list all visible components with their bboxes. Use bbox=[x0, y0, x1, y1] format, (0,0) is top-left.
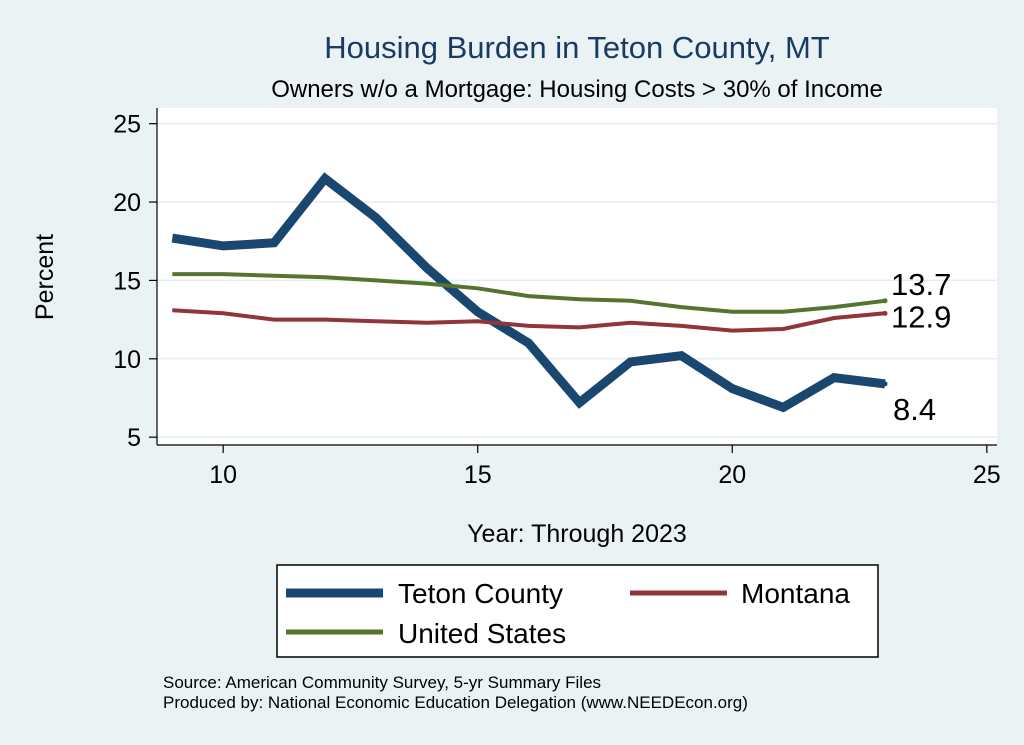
end-marker-montana bbox=[882, 310, 888, 316]
end-label-united-states: 13.7 bbox=[891, 267, 951, 302]
end-labels: 8.4 12.913.7 bbox=[891, 267, 951, 427]
chart-subtitle: Owners w/o a Mortgage: Housing Costs > 3… bbox=[271, 76, 883, 103]
y-axis-label: Percent bbox=[31, 234, 59, 320]
gridlines bbox=[157, 122, 997, 438]
legend: Teton County Montana United States bbox=[276, 564, 879, 658]
y-tick-label-5: 5 bbox=[127, 424, 141, 452]
legend-label-montana: Montana bbox=[741, 578, 850, 609]
series-line-montana bbox=[172, 308, 886, 333]
series-line-teton-county bbox=[171, 172, 886, 413]
x-tick-label-25: 25 bbox=[973, 461, 1001, 489]
y-tick-label-25: 25 bbox=[113, 111, 141, 139]
legend-label-united-states: United States bbox=[398, 618, 566, 649]
series-line-united-states bbox=[172, 272, 886, 314]
end-label-montana: 12.9 bbox=[891, 299, 951, 334]
y-tick-label-20: 20 bbox=[113, 189, 141, 217]
y-tick-label-10: 10 bbox=[113, 346, 141, 374]
end-marker-united-states bbox=[882, 298, 888, 304]
x-axis-label: Year: Through 2023 bbox=[467, 520, 687, 548]
axes bbox=[156, 108, 997, 446]
x-axis-ticks: 10 15 20 25 bbox=[209, 445, 1001, 489]
x-tick-label-15: 15 bbox=[464, 461, 492, 489]
end-marker-teton-county bbox=[882, 381, 888, 387]
chart-title: Housing Burden in Teton County, MT bbox=[324, 30, 830, 65]
y-axis-ticks: 5 10 15 20 25 bbox=[113, 111, 157, 452]
x-tick-label-10: 10 bbox=[209, 461, 237, 489]
source-line: Source: American Community Survey, 5-yr … bbox=[163, 673, 601, 692]
legend-label-teton-county: Teton County bbox=[398, 578, 563, 609]
x-tick-label-20: 20 bbox=[718, 461, 746, 489]
y-tick-label-15: 15 bbox=[113, 267, 141, 295]
legend-box bbox=[276, 564, 879, 658]
end-label-teton-county: 8.4 bbox=[893, 392, 936, 427]
produced-by-line: Produced by: National Economic Education… bbox=[163, 693, 748, 712]
series-lines bbox=[171, 172, 888, 413]
